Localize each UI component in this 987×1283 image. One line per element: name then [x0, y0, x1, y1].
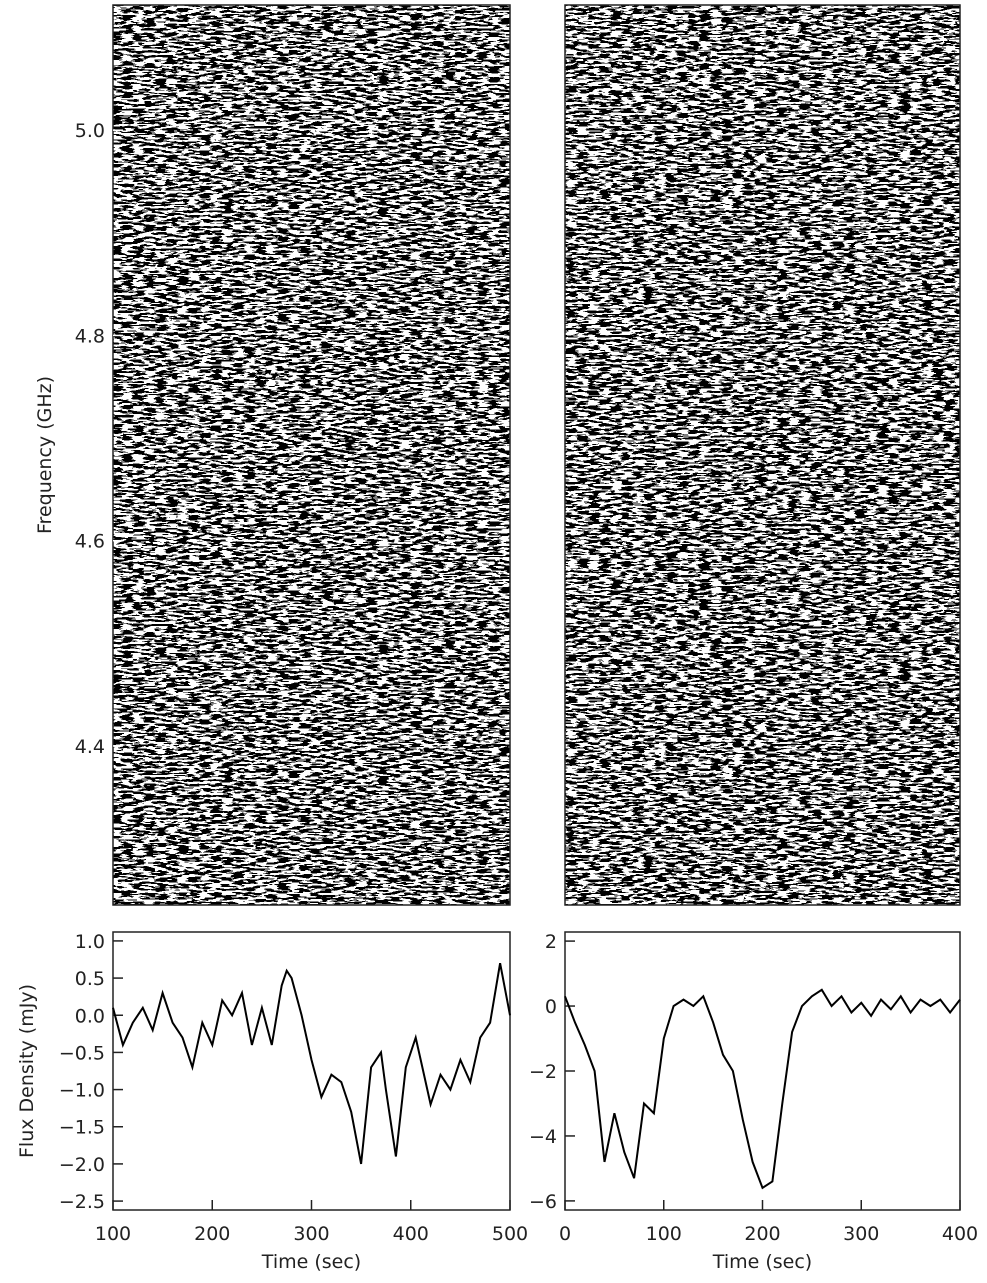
x-axis-label: Time (sec) — [261, 1251, 361, 1273]
plot-frame — [112, 4, 511, 906]
y-tick-label: −2.5 — [59, 1191, 105, 1213]
x-tick-label: 200 — [194, 1223, 230, 1245]
x-tick-label: 100 — [646, 1223, 682, 1245]
x-tick-label: 0 — [559, 1223, 571, 1245]
x-tick-label: 500 — [492, 1223, 528, 1245]
y-axis-label: Flux Density (mJy) — [16, 984, 38, 1158]
y-tick-label: 1.0 — [75, 931, 105, 953]
y-tick-label: −6 — [529, 1191, 557, 1213]
y-tick-label: 4.4 — [75, 736, 105, 758]
x-tick-label: 400 — [393, 1223, 429, 1245]
spectrum-image — [113, 5, 510, 905]
y-tick-label: 0 — [545, 996, 557, 1018]
y-tick-label: −0.5 — [59, 1042, 105, 1064]
light-curve — [112, 963, 511, 1165]
plot-frame — [564, 931, 961, 1211]
x-tick-label: 200 — [744, 1223, 780, 1245]
y-tick-label: −2 — [529, 1061, 557, 1083]
x-axis-label: Time (sec) — [712, 1251, 812, 1273]
light-curve — [564, 988, 961, 1190]
y-tick-label: −4 — [529, 1126, 557, 1148]
x-tick-label: 400 — [942, 1223, 978, 1245]
y-tick-label: −1.0 — [59, 1080, 105, 1102]
y-tick-label: 2 — [545, 931, 557, 953]
spectrum-image — [565, 5, 960, 905]
y-tick-label: 4.8 — [75, 325, 105, 347]
y-tick-label: 4.6 — [75, 531, 105, 553]
y-tick-label: 5.0 — [75, 120, 105, 142]
plot-frame — [564, 4, 961, 906]
y-axis-label: Frequency (GHz) — [34, 376, 56, 534]
x-tick-label: 100 — [95, 1223, 131, 1245]
y-tick-label: 0.5 — [75, 968, 105, 990]
y-tick-label: 0.0 — [75, 1005, 105, 1027]
x-tick-label: 300 — [293, 1223, 329, 1245]
plot-frame — [112, 931, 511, 1211]
y-tick-label: −2.0 — [59, 1154, 105, 1176]
y-tick-label: −1.5 — [59, 1117, 105, 1139]
x-tick-label: 300 — [843, 1223, 879, 1245]
